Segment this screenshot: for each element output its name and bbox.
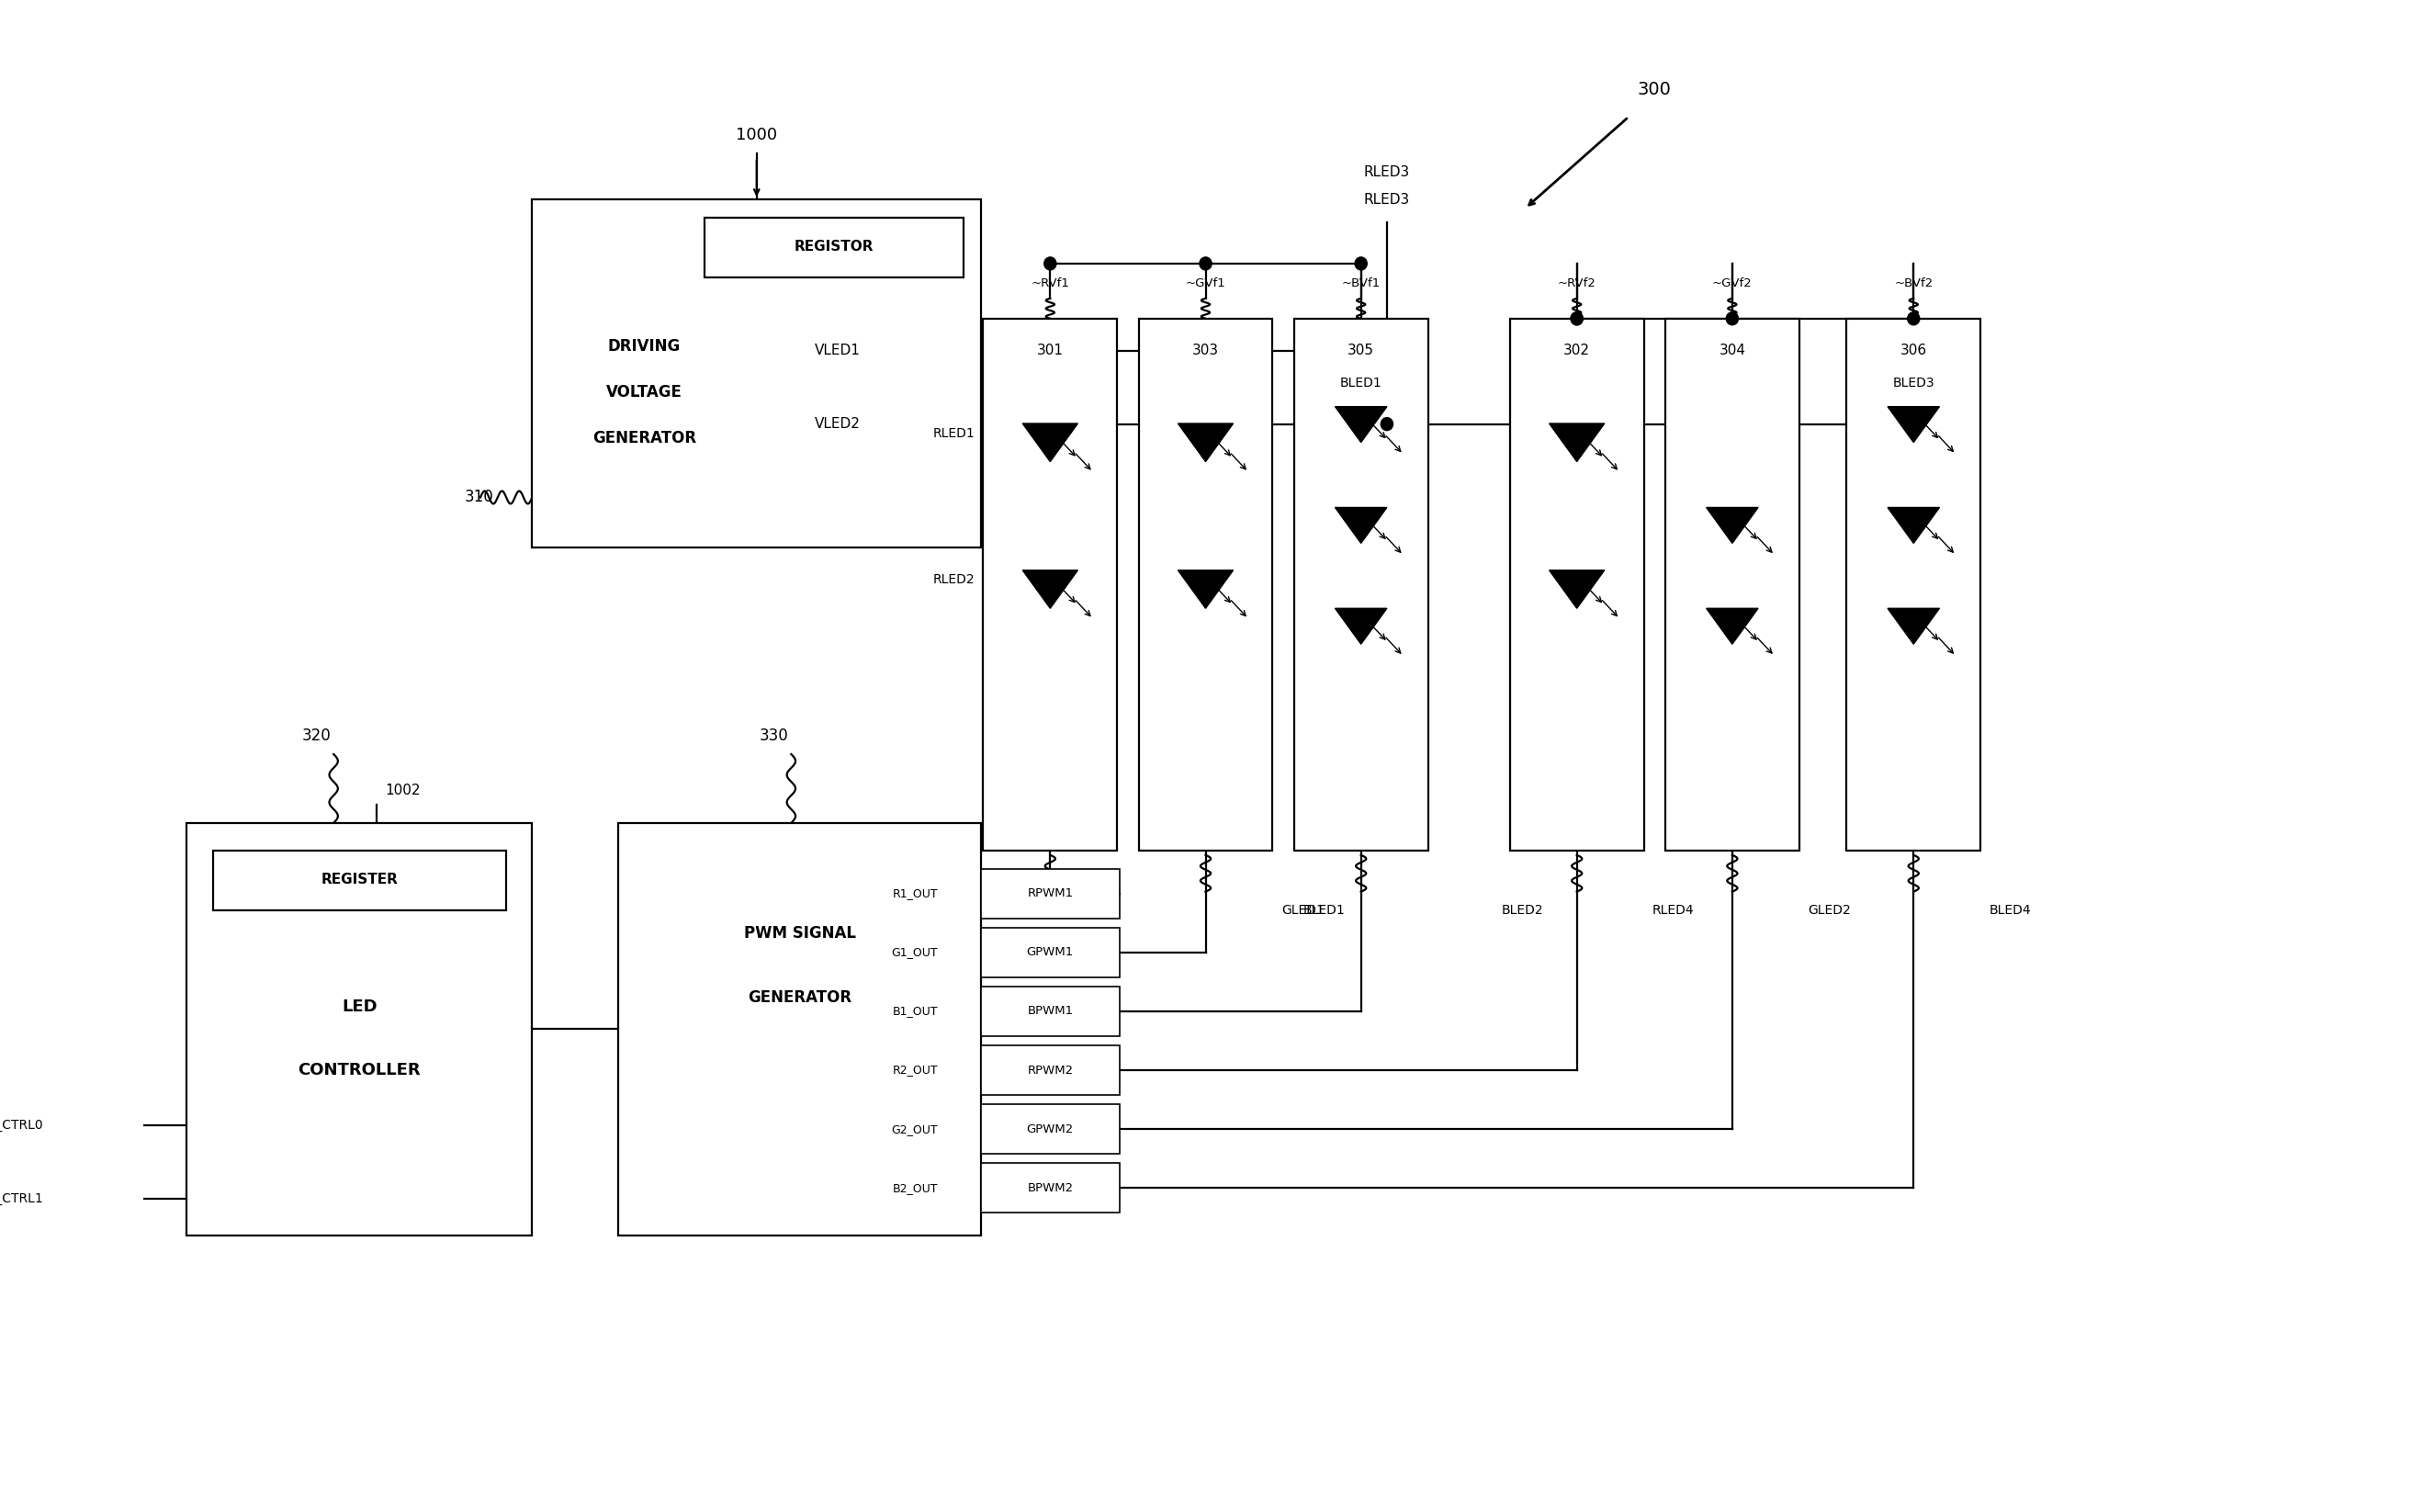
Text: VLED1: VLED1 — [816, 343, 861, 357]
Text: ~BVf1: ~BVf1 — [1342, 278, 1380, 290]
Text: GPWM1: GPWM1 — [1026, 947, 1074, 959]
Text: 302: 302 — [1564, 343, 1590, 357]
Polygon shape — [1178, 570, 1233, 608]
Text: GENERATOR: GENERATOR — [748, 989, 852, 1005]
Bar — [982, 319, 1117, 850]
Text: GPWM2: GPWM2 — [1026, 1123, 1074, 1136]
Bar — [982, 868, 1120, 919]
Polygon shape — [1334, 608, 1387, 644]
Bar — [41, 1179, 92, 1219]
Bar — [533, 200, 982, 547]
Polygon shape — [1023, 570, 1079, 608]
Polygon shape — [1023, 423, 1079, 461]
Polygon shape — [1334, 407, 1387, 443]
Polygon shape — [1549, 570, 1605, 608]
Polygon shape — [1178, 423, 1233, 461]
Text: BPWM2: BPWM2 — [1028, 1182, 1074, 1194]
Bar — [982, 927, 1120, 977]
Text: 1000: 1000 — [736, 127, 777, 144]
Text: 310: 310 — [463, 488, 492, 505]
Bar — [982, 986, 1120, 1036]
Bar — [1139, 319, 1272, 850]
Text: RLED1: RLED1 — [931, 426, 975, 440]
Text: R1_OUT: R1_OUT — [893, 888, 939, 900]
Bar — [1293, 319, 1428, 850]
Text: LED_CTRL1: LED_CTRL1 — [0, 1193, 43, 1205]
Text: REGISTOR: REGISTOR — [794, 240, 874, 254]
Text: 1002: 1002 — [386, 783, 420, 798]
Circle shape — [1045, 257, 1057, 271]
Circle shape — [1909, 311, 1921, 325]
Text: G2_OUT: G2_OUT — [890, 1123, 939, 1136]
Text: VLED2: VLED2 — [816, 417, 861, 431]
Text: GLED1: GLED1 — [1281, 904, 1325, 916]
Text: 306: 306 — [1899, 343, 1928, 357]
Text: 320: 320 — [302, 727, 331, 744]
Text: 330: 330 — [760, 727, 789, 744]
Text: RLED4: RLED4 — [1653, 904, 1694, 916]
Polygon shape — [1706, 608, 1759, 644]
Text: BLED3: BLED3 — [1892, 376, 1935, 389]
Text: RLED3: RLED3 — [1363, 165, 1409, 178]
Text: RLED2: RLED2 — [934, 573, 975, 587]
Polygon shape — [1706, 508, 1759, 543]
Bar — [212, 850, 507, 910]
Text: ~RVf2: ~RVf2 — [1559, 278, 1595, 290]
Circle shape — [1380, 417, 1392, 431]
Text: CONTROLLER: CONTROLLER — [299, 1063, 420, 1080]
Polygon shape — [1887, 407, 1940, 443]
Bar — [618, 823, 982, 1235]
Text: ~GVf2: ~GVf2 — [1713, 278, 1752, 290]
Text: 301: 301 — [1038, 343, 1064, 357]
Bar — [41, 1105, 92, 1146]
Circle shape — [1725, 311, 1737, 325]
Text: PWM SIGNAL: PWM SIGNAL — [743, 925, 857, 942]
Text: ~BVf2: ~BVf2 — [1894, 278, 1933, 290]
Text: BLED1: BLED1 — [1339, 376, 1383, 389]
Text: B2_OUT: B2_OUT — [893, 1182, 939, 1194]
Text: DRIVING: DRIVING — [608, 337, 680, 354]
Text: BPWM1: BPWM1 — [1028, 1005, 1074, 1018]
Text: 305: 305 — [1349, 343, 1375, 357]
Text: ~GVf1: ~GVf1 — [1185, 278, 1226, 290]
Text: R2_OUT: R2_OUT — [893, 1064, 939, 1077]
Bar — [1846, 319, 1981, 850]
Text: GENERATOR: GENERATOR — [594, 429, 697, 446]
Polygon shape — [1549, 423, 1605, 461]
Text: BLED4: BLED4 — [1988, 904, 2032, 916]
Bar — [1511, 319, 1643, 850]
Text: LED: LED — [343, 998, 376, 1015]
Text: B1_OUT: B1_OUT — [893, 1005, 939, 1018]
Text: RPWM1: RPWM1 — [1028, 888, 1074, 900]
Bar — [1665, 319, 1800, 850]
Text: BLED1: BLED1 — [1303, 904, 1344, 916]
Text: ~RVf1: ~RVf1 — [1030, 278, 1069, 290]
Text: 304: 304 — [1718, 343, 1745, 357]
Text: G1_OUT: G1_OUT — [890, 947, 939, 959]
Bar — [982, 1104, 1120, 1154]
Text: BLED2: BLED2 — [1501, 904, 1544, 916]
Circle shape — [1571, 311, 1583, 325]
Text: RLED3: RLED3 — [1363, 192, 1409, 206]
Bar — [982, 1045, 1120, 1095]
Text: REGISTER: REGISTER — [321, 872, 398, 886]
Text: LED_CTRL0: LED_CTRL0 — [0, 1119, 43, 1132]
Bar — [186, 823, 533, 1235]
Polygon shape — [1887, 508, 1940, 543]
Text: RPWM2: RPWM2 — [1028, 1064, 1074, 1077]
Circle shape — [1356, 257, 1368, 271]
Bar — [705, 218, 963, 277]
Bar — [982, 1163, 1120, 1213]
Polygon shape — [1887, 608, 1940, 644]
Circle shape — [1571, 311, 1583, 325]
Text: 300: 300 — [1638, 80, 1672, 98]
Text: GLED2: GLED2 — [1807, 904, 1851, 916]
Text: 303: 303 — [1192, 343, 1219, 357]
Circle shape — [1199, 257, 1211, 271]
Polygon shape — [1334, 508, 1387, 543]
Text: VOLTAGE: VOLTAGE — [606, 384, 683, 401]
